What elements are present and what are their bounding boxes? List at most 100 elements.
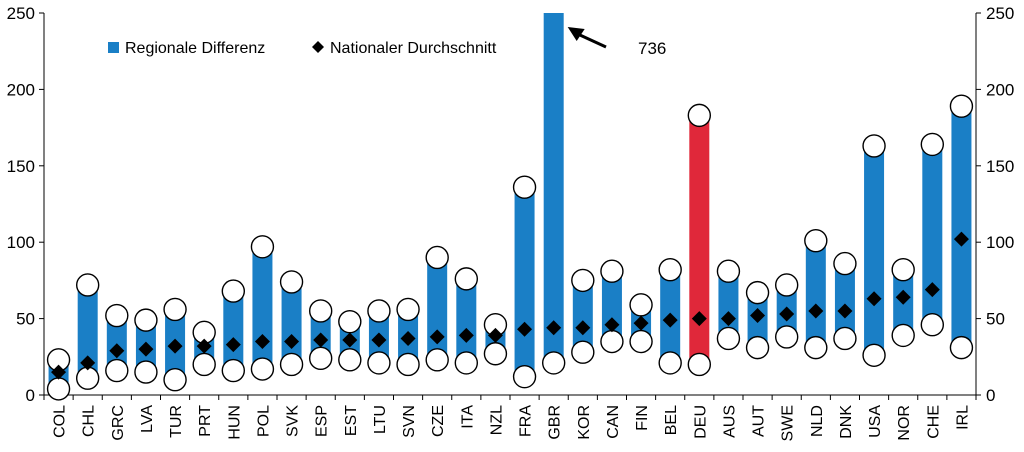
bar-chl [77,284,98,379]
category-label-tur: TUR [168,405,185,438]
bar-kor [572,280,593,353]
range-high-point-chl [75,273,100,297]
range-high-point-cze [425,245,449,270]
range-low-point-irl [949,335,974,360]
range-high-point-can [600,259,624,283]
range-high-point-ita [454,267,479,291]
y-tick-label-left: 150 [7,157,35,176]
range-high-point-nld [804,228,828,253]
range-low-point-cze [425,348,449,372]
y-tick-label-left: 250 [7,4,35,23]
bar-nld [805,240,826,348]
axes-group: 0 0 50 50 100 100 150 150 200 200 250 250 [7,4,1015,405]
category-labels-group: COL CHL GRC LVA TUR PRT HUN POL SVK ESP EST LTU SVN C… [52,405,972,442]
bar-cze [427,257,448,360]
legend-diamond-swatch [312,41,324,53]
range-high-point-kor [571,268,595,293]
average-marker-ltu [371,332,387,348]
average-marker-nor [895,289,911,305]
y-tick-label-right: 150 [986,157,1014,176]
average-marker-grc [109,343,125,359]
y-tick-label-right: 50 [986,310,1005,329]
category-label-esp: ESP [314,405,331,437]
y-tick-label-left: 50 [16,310,35,329]
range-low-point-nor [891,323,915,348]
average-marker-bel [662,312,678,328]
annotation-arrow-head [567,27,585,41]
average-marker-fra [517,321,533,337]
category-label-nzl: NZL [488,405,505,435]
category-label-bel: BEL [663,405,680,435]
bars-group [48,13,972,389]
average-marker-svk [284,334,300,350]
range-high-point-nor [891,258,915,282]
range-high-point-irl [949,94,974,118]
average-marker-pol [254,334,270,350]
range-high-point-dnk [833,251,857,276]
y-tick-label-left: 100 [7,233,35,252]
range-high-point-aus [716,259,741,283]
range-low-point-gbr [541,351,566,375]
legend-label-average: Nationaler Durchschnitt [330,40,497,57]
average-marker-svn [400,330,416,346]
category-label-nor: NOR [896,405,913,441]
category-label-lva: LVA [139,405,156,433]
category-label-irl: IRL [954,405,971,430]
average-marker-tur [167,338,183,354]
range-low-point-nld [804,335,828,360]
category-label-pol: POL [255,405,272,437]
bar-che [922,144,943,325]
category-label-fin: FIN [634,405,651,431]
average-marker-lva [138,341,154,357]
range-endpoints-group [46,94,974,401]
range-high-point-aut [745,280,770,305]
range-low-point-can [600,329,624,354]
range-high-point-swe [774,273,799,297]
range-high-point-fin [629,293,653,317]
category-label-cze: CZE [430,405,447,437]
average-marker-ita [458,327,474,343]
range-low-point-est [338,348,362,372]
category-label-ltu: LTU [372,405,389,434]
annotation-label: 736 [638,39,666,58]
average-marker-col [51,364,67,380]
range-low-point-ltu [367,351,391,375]
average-marker-gbr [546,320,562,336]
range-low-point-fin [629,329,653,354]
range-high-point-bel [658,258,682,282]
range-high-point-deu [687,103,712,128]
bar-usa [864,145,885,356]
range-low-point-ita [454,351,479,375]
average-marker-che [924,282,940,298]
range-high-point-ltu [367,299,391,323]
category-label-nld: NLD [809,405,826,437]
category-label-aus: AUS [721,405,738,438]
range-low-point-svn [396,352,420,377]
range-low-point-svk [279,352,304,377]
category-label-col: COL [52,405,69,438]
annotation-arrow-shaft [577,32,607,49]
legend: Regionale Differenz Nationaler Durchschni… [108,40,497,57]
y-tick-label-right: 250 [986,4,1014,23]
range-high-point-svn [396,297,420,322]
average-markers-group [51,231,969,380]
category-label-est: EST [343,405,360,436]
range-high-point-usa [862,134,886,158]
range-low-point-usa [862,343,886,367]
y-tick-label-left: 200 [7,80,35,99]
range-high-point-esp [308,299,333,323]
range-low-point-chl [75,366,100,390]
range-low-point-deu [687,352,712,377]
average-marker-can [604,317,620,333]
average-marker-prt [196,338,212,354]
average-marker-aus [720,311,736,327]
bar-ita [456,278,477,363]
category-label-prt: PRT [197,405,214,437]
average-marker-deu [691,311,707,327]
category-label-chl: CHL [81,405,98,437]
category-label-deu: DEU [692,405,709,439]
range-low-point-kor [571,340,595,364]
range-high-point-grc [105,303,129,328]
y-tick-label-left: 0 [26,386,35,405]
category-label-kor: KOR [576,405,593,440]
